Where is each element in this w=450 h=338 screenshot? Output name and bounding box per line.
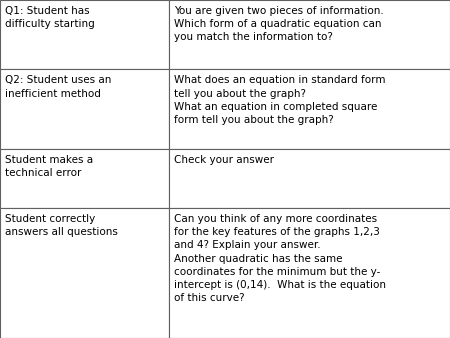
Text: Student makes a
technical error: Student makes a technical error bbox=[5, 155, 94, 178]
Text: Can you think of any more coordinates
for the key features of the graphs 1,2,3
a: Can you think of any more coordinates fo… bbox=[174, 214, 386, 303]
Bar bbox=[0, 208, 169, 338]
Bar bbox=[169, 149, 450, 208]
Text: Check your answer: Check your answer bbox=[174, 155, 274, 165]
Text: You are given two pieces of information.
Which form of a quadratic equation can
: You are given two pieces of information.… bbox=[174, 6, 384, 43]
Bar bbox=[0, 0, 169, 69]
Text: Q2: Student uses an
inefficient method: Q2: Student uses an inefficient method bbox=[5, 75, 112, 99]
Bar bbox=[169, 0, 450, 69]
Bar bbox=[169, 69, 450, 149]
Bar bbox=[0, 149, 169, 208]
Bar bbox=[169, 208, 450, 338]
Text: What does an equation in standard form
tell you about the graph?
What an equatio: What does an equation in standard form t… bbox=[174, 75, 386, 125]
Text: Student correctly
answers all questions: Student correctly answers all questions bbox=[5, 214, 118, 237]
Text: Q1: Student has
difficulty starting: Q1: Student has difficulty starting bbox=[5, 6, 95, 29]
Bar bbox=[0, 69, 169, 149]
